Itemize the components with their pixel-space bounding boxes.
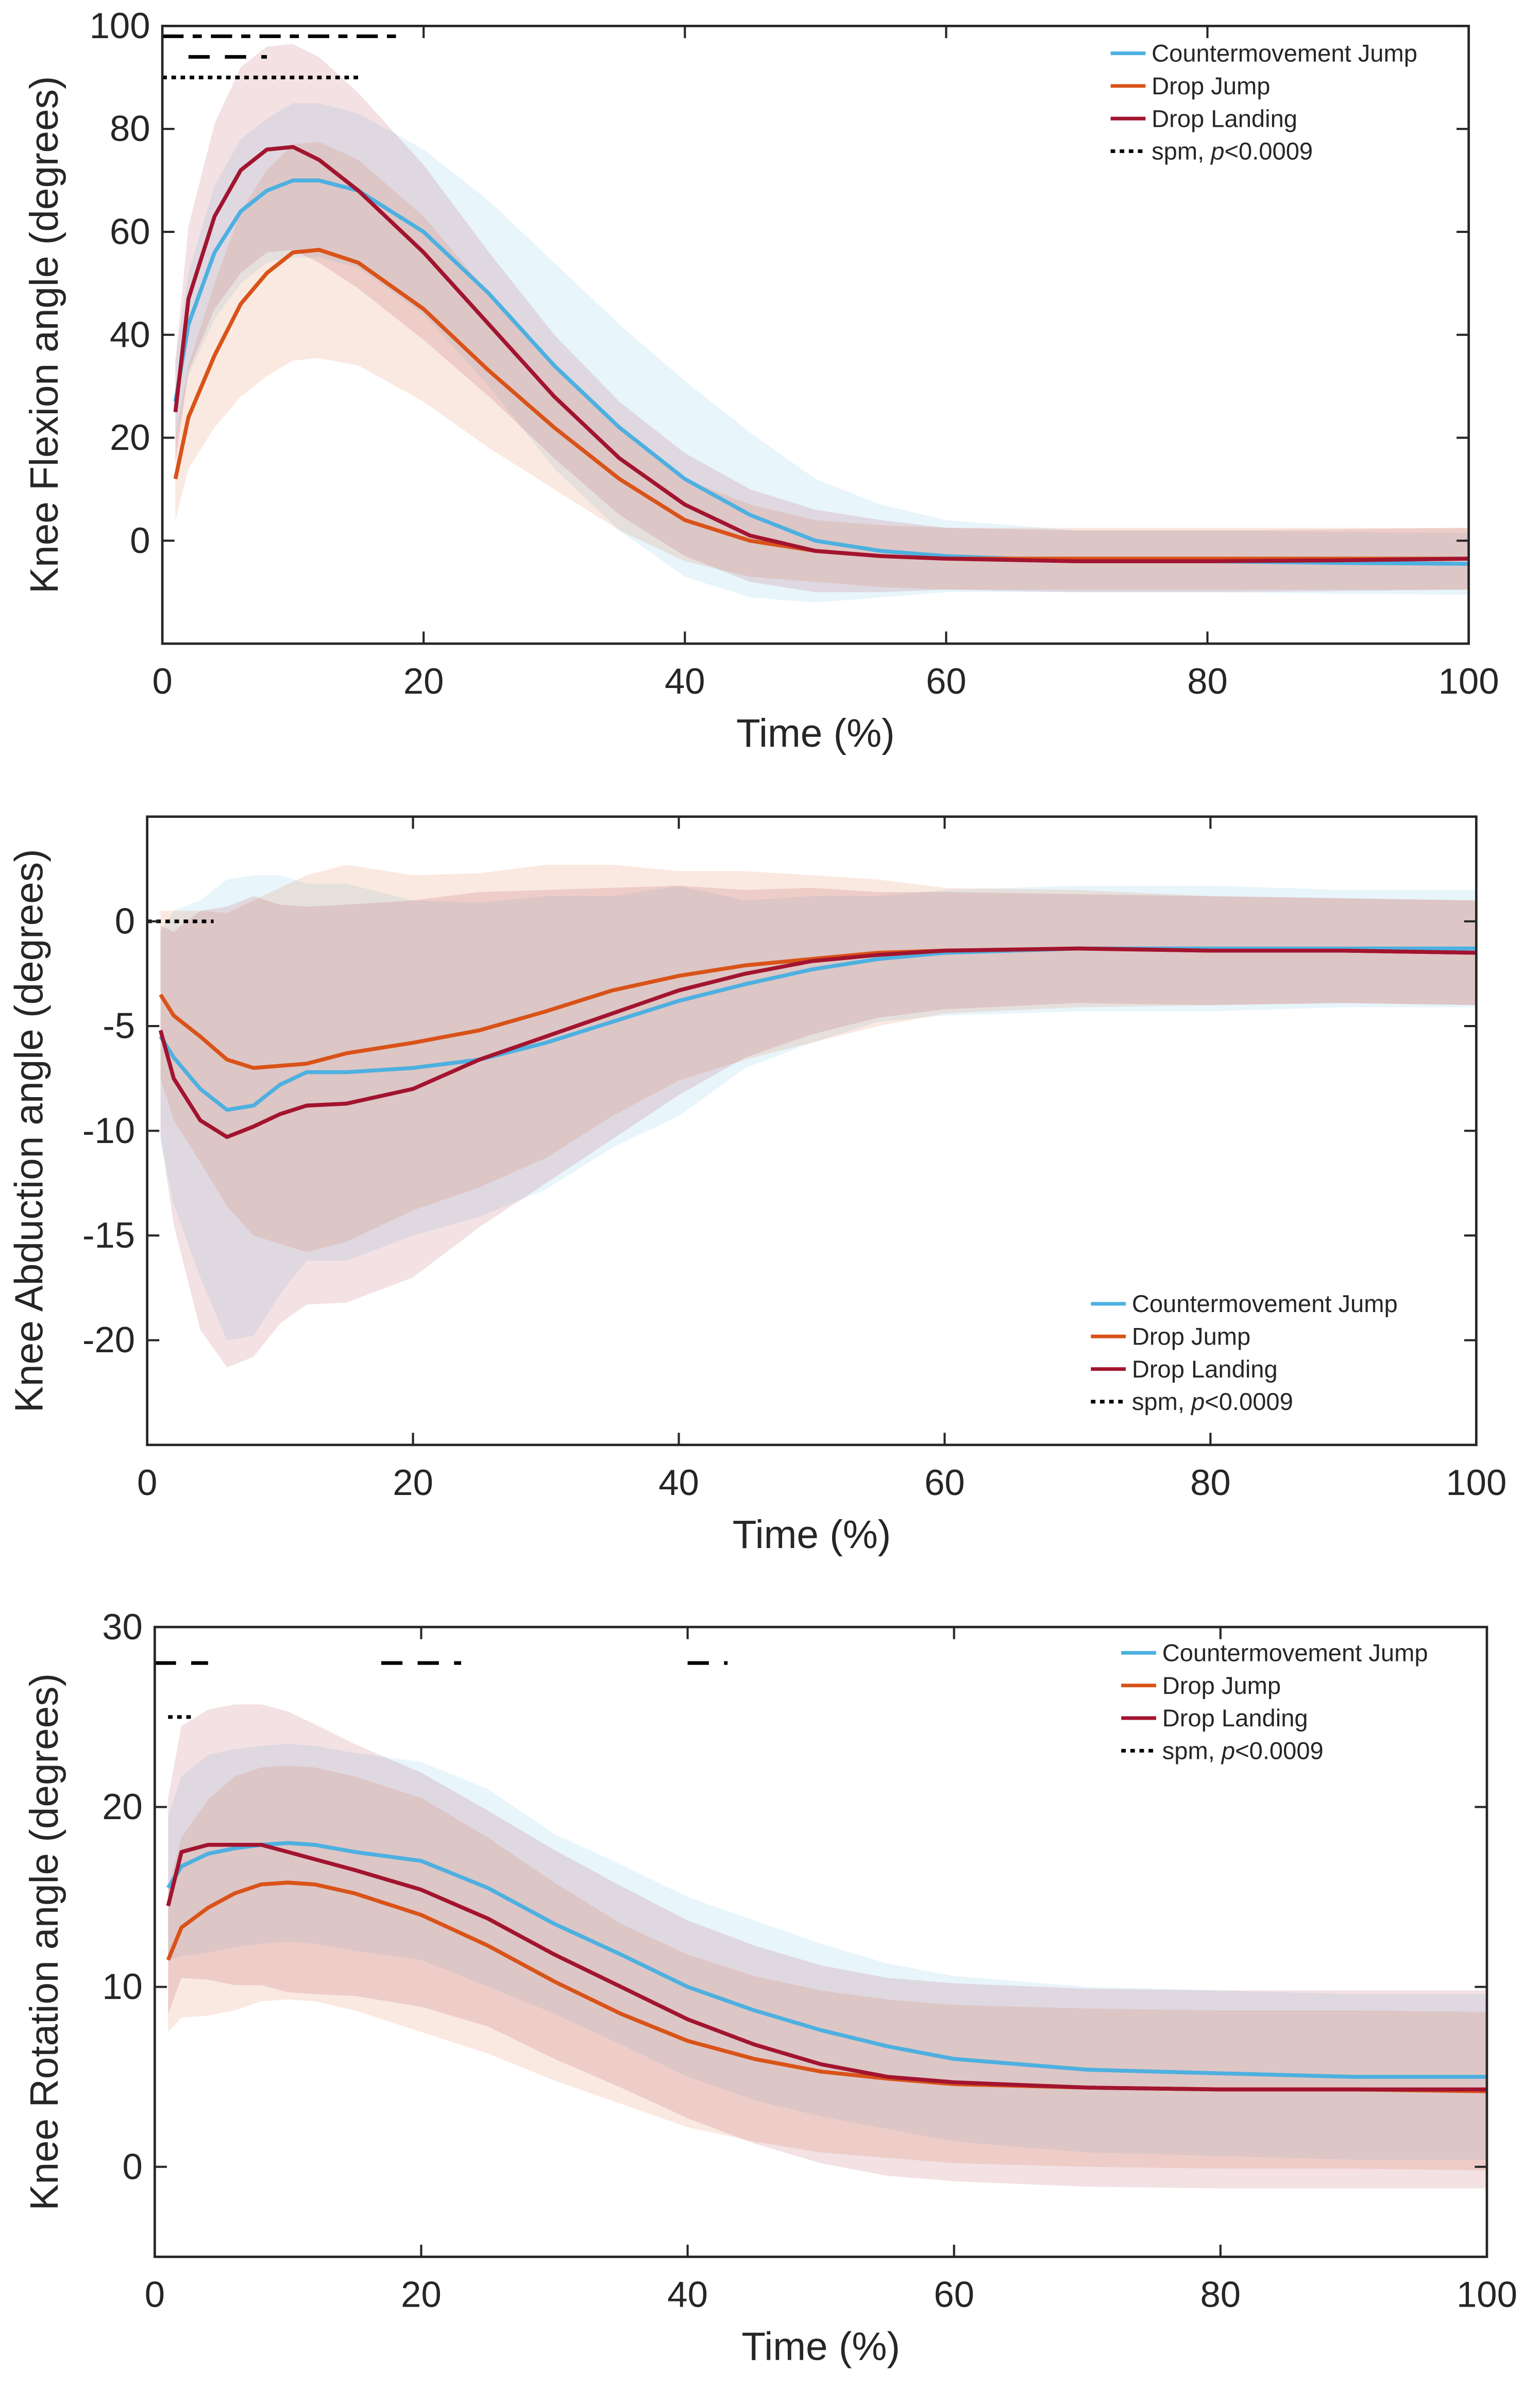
p-value: <0.0009: [1225, 138, 1313, 165]
y-tick-label: -15: [82, 1215, 135, 1255]
y-tick-label: 0: [130, 520, 150, 561]
legend-label-dl: Drop Landing: [1132, 1355, 1278, 1383]
spm-text: spm,: [1132, 1388, 1191, 1415]
y-tick-label: 30: [102, 1606, 143, 1647]
p-value: <0.0009: [1205, 1388, 1293, 1415]
mean-line-dl: [173, 145, 1469, 563]
x-tick-label: 20: [401, 2274, 442, 2315]
axes-box: [154, 1625, 1488, 2258]
p-symbol: p: [1190, 1388, 1205, 1415]
x-tick-label: 100: [1446, 1462, 1507, 1503]
plot-area: [155, 1661, 1487, 2189]
legend-label-dj: Drop Jump: [1132, 1322, 1250, 1350]
y-tick-label: -20: [82, 1319, 135, 1360]
x-tick-label: 100: [1439, 661, 1499, 701]
legend: Countermovement Jump Drop Jump Drop Landin…: [1110, 40, 1417, 165]
sd-band-dj: [168, 1766, 1487, 2171]
mean-line-dl: [158, 946, 1477, 1139]
x-tick-label: 60: [926, 661, 967, 701]
x-axis-label: Time (%): [736, 712, 895, 755]
y-tick-label: 10: [102, 1966, 143, 2007]
legend-label-dl: Drop Landing: [1162, 1704, 1308, 1732]
sd-band-dj: [160, 865, 1477, 1252]
y-tick-label: 100: [90, 5, 150, 46]
legend: Countermovement Jump Drop Jump Drop Landin…: [1121, 1639, 1428, 1764]
sd-band-dl: [160, 885, 1477, 1368]
legend-label-dj: Drop Jump: [1162, 1672, 1281, 1699]
x-tick-label: 0: [145, 2274, 165, 2315]
mean-line-cmj: [166, 1841, 1487, 2079]
x-tick-label: 0: [137, 1462, 157, 1503]
sd-band-cmj: [175, 103, 1469, 603]
x-tick-label: 40: [658, 1462, 699, 1503]
x-tick-label: 80: [1200, 2274, 1241, 2315]
x-tick-label: 60: [934, 2274, 974, 2315]
x-tick-label: 80: [1187, 661, 1228, 701]
legend-label-spm: spm, p<0.0009: [1162, 1737, 1324, 1764]
p-symbol: p: [1210, 138, 1224, 165]
sd-band-dl: [168, 1704, 1487, 2189]
x-tick-label: 20: [393, 1462, 433, 1503]
x-tick-label: 0: [152, 661, 172, 701]
plot-area: [147, 865, 1477, 1368]
x-tick-label: 40: [667, 2274, 708, 2315]
y-axis-label: Knee Flexion angle (degrees): [23, 76, 66, 594]
plot-area: [162, 34, 1469, 603]
x-tick-label: 20: [403, 661, 444, 701]
sd-band-dj: [175, 142, 1469, 590]
y-tick-label: -5: [103, 1005, 135, 1046]
legend: Countermovement Jump Drop Jump Drop Landin…: [1091, 1290, 1398, 1415]
x-axis-label: Time (%): [741, 2325, 900, 2369]
p-value: <0.0009: [1235, 1737, 1324, 1764]
x-tick-label: 60: [924, 1462, 965, 1503]
y-tick-label: 0: [115, 900, 135, 941]
spm-text: spm,: [1152, 138, 1211, 165]
chart-1: 0 20 40 60 80 100 0 20 40 60 80 100 Time (%) Knee Fle…: [23, 5, 1499, 755]
legend-label-dl: Drop Landing: [1152, 105, 1297, 132]
legend-label-spm: spm, p<0.0009: [1152, 138, 1313, 165]
x-axis-label: Time (%): [733, 1513, 891, 1557]
sd-band-cmj: [168, 1744, 1487, 2160]
spm-text: spm,: [1162, 1737, 1222, 1764]
p-symbol: p: [1221, 1737, 1235, 1764]
legend-label-cmj: Countermovement Jump: [1152, 40, 1417, 67]
chart-3: 0 20 40 60 80 100 0 10 20 30 Time (%) Knee Rotation…: [23, 1606, 1517, 2369]
y-axis-label: Knee Abduction angle (degrees): [7, 849, 51, 1413]
x-tick-label: 100: [1457, 2274, 1517, 2315]
chart-2: 0 20 40 60 80 100 -20 -15 -10 -5 0 Time (%) Knee Abd…: [7, 815, 1507, 1557]
x-tick-label: 40: [665, 661, 705, 701]
y-axis-label: Knee Rotation angle (degrees): [23, 1673, 66, 2211]
mean-line-dl: [166, 1842, 1487, 2092]
legend-label-spm: spm, p<0.0009: [1132, 1388, 1293, 1415]
y-tick-label: 20: [102, 1786, 143, 1827]
sd-band-cmj: [160, 875, 1477, 1340]
y-tick-label: 40: [110, 314, 150, 355]
x-tick-label: 80: [1190, 1462, 1231, 1503]
y-tick-label: -10: [82, 1110, 135, 1151]
y-tick-label: 80: [110, 108, 150, 149]
y-tick-label: 60: [110, 211, 150, 252]
legend-label-cmj: Countermovement Jump: [1162, 1639, 1428, 1666]
y-tick-label: 0: [123, 2146, 143, 2187]
y-tick-label: 20: [110, 417, 150, 458]
legend-label-dj: Drop Jump: [1152, 72, 1270, 99]
legend-label-cmj: Countermovement Jump: [1132, 1290, 1398, 1317]
